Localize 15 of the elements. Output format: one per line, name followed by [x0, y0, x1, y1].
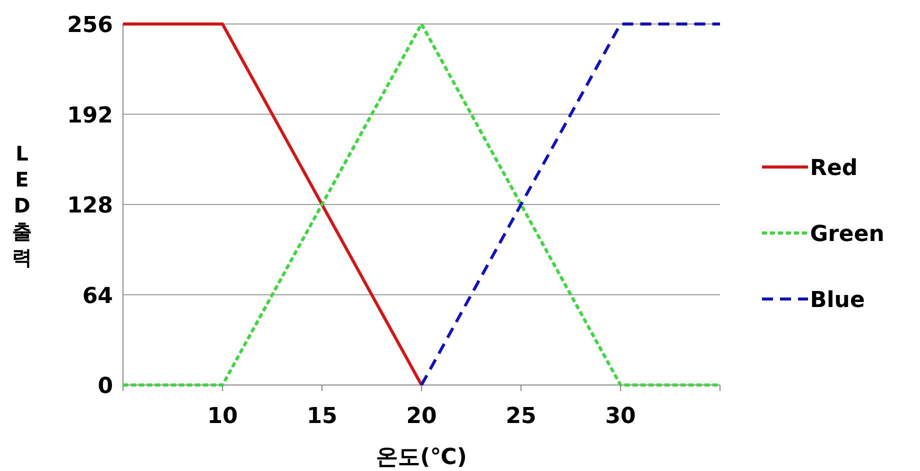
- legend-label: Green: [810, 222, 884, 247]
- x-tick-label: 20: [406, 404, 437, 429]
- x-tick-label: 30: [605, 404, 636, 429]
- x-tick-label: 15: [306, 404, 338, 429]
- legend-label: Blue: [810, 288, 865, 313]
- x-axis-title: 온도(℃): [376, 445, 467, 470]
- y-axis-title: LED출력: [12, 142, 32, 270]
- x-tick-label: 10: [207, 404, 238, 429]
- x-tick-label: 25: [506, 404, 536, 429]
- y-tick-label: 64: [82, 284, 113, 309]
- legend-label: Red: [810, 156, 858, 181]
- y-tick-label: 128: [67, 194, 113, 218]
- y-tick-label: 256: [67, 13, 113, 38]
- y-tick-label: 192: [67, 103, 113, 128]
- y-tick-label: 0: [98, 374, 113, 399]
